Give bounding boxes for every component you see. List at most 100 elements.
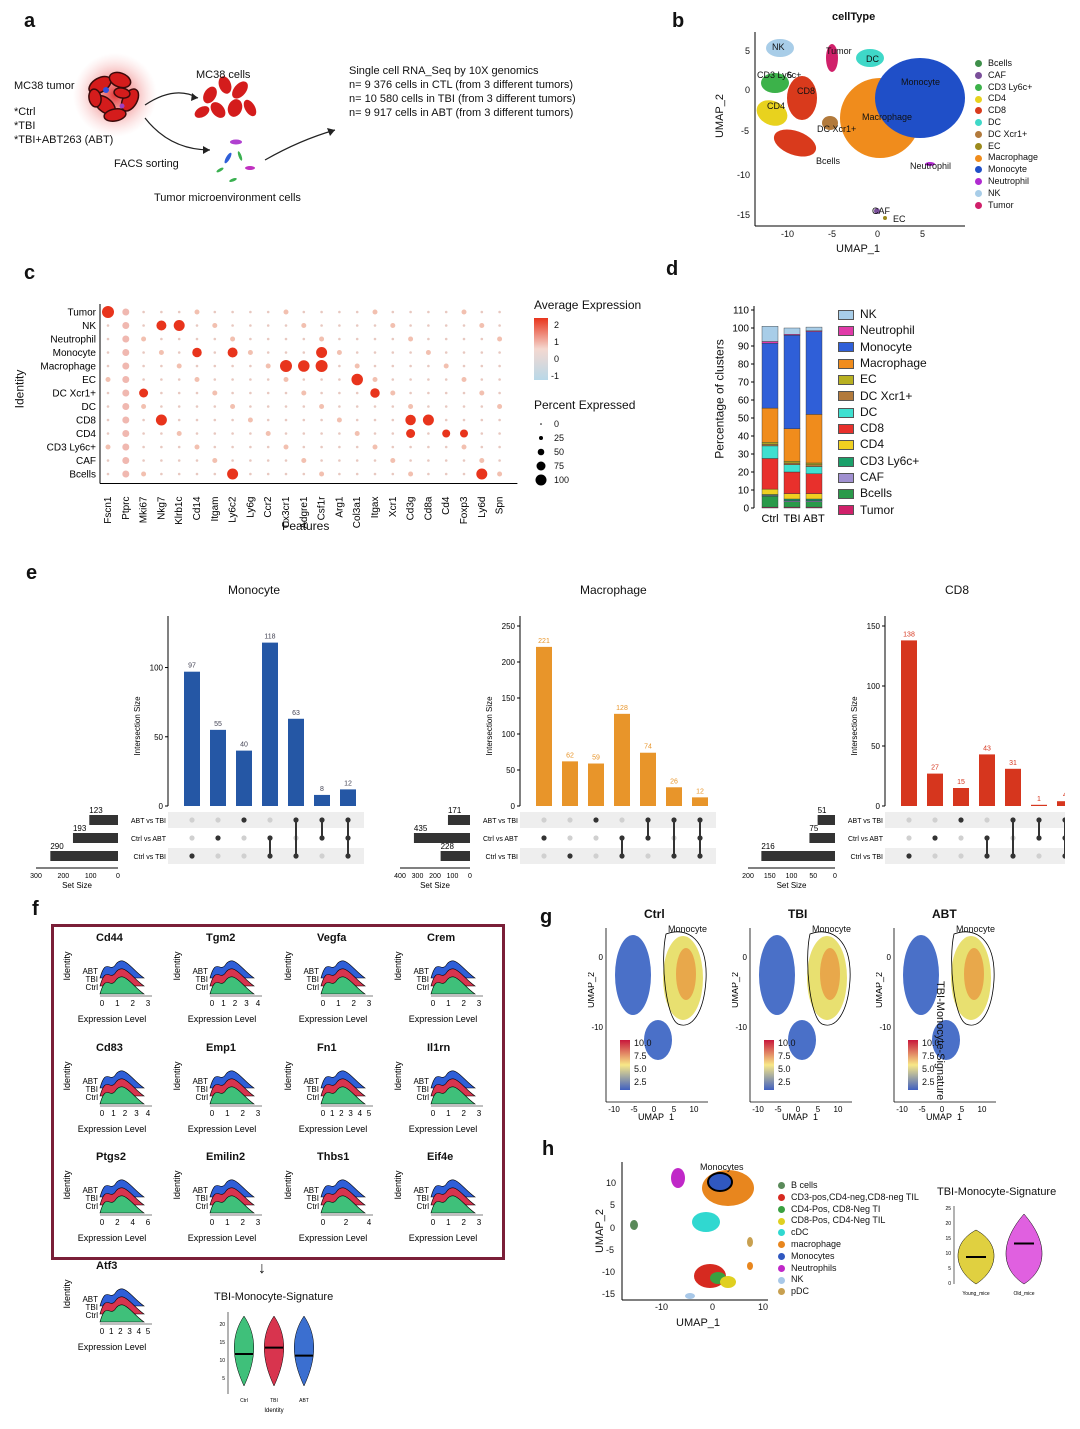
dotplot-dot — [105, 377, 111, 382]
dotplot-dot — [247, 350, 253, 355]
legend-b-label: CD4 — [988, 93, 1007, 104]
dotplot-dot — [231, 418, 234, 422]
legend-h-swatch — [778, 1205, 785, 1213]
ridge-xlabel: Expression Level — [299, 1014, 368, 1024]
ridge-tick: 3 — [146, 999, 151, 1008]
legend-b-label: DC Xcr1+ — [988, 128, 1028, 139]
dotplot-dot — [249, 432, 252, 435]
dotplot-dot — [497, 336, 503, 342]
legend-d-item: DC — [838, 405, 877, 419]
upset-matrix-stripe — [520, 848, 716, 864]
dotplot-dot — [142, 324, 145, 327]
dotplot-feature-label: Arg1 — [334, 496, 345, 518]
dotplot-dot — [156, 320, 167, 331]
ridge-tick: 4 — [358, 1109, 363, 1118]
dotplot-dot — [249, 391, 252, 395]
ridge-tick: 0 — [210, 1109, 215, 1118]
legend-d-label: Monocyte — [860, 339, 913, 354]
g-ytick: -10 — [735, 1023, 747, 1032]
g-scale-tick: 10.0 — [634, 1038, 652, 1048]
upset-title: Monocyte — [228, 583, 281, 597]
pct-tick-100: 100 — [554, 475, 570, 485]
stackbar-category-label: TBI — [783, 513, 800, 525]
legend-b-item: Monocyte — [975, 164, 1027, 174]
upset-matrix-dot — [932, 853, 938, 859]
dotplot-dot — [338, 310, 341, 314]
dotplot-identity-label: CD8 — [76, 416, 96, 427]
legend-d-label: CD3 Ly6c+ — [860, 453, 920, 468]
dotplot-dot — [355, 418, 359, 422]
dotplot-dot — [249, 324, 252, 327]
ridge-ylabel: Identity — [172, 1061, 182, 1091]
ridge-cd83-gene: Cd83 — [96, 1042, 123, 1054]
g-xtick: -10 — [752, 1105, 764, 1114]
dotplot-identity-label: NK — [82, 321, 96, 332]
stackbar-ytick-label: 90 — [738, 342, 750, 353]
dotplot-dot — [409, 378, 412, 381]
stackbar-segment — [805, 473, 823, 494]
dotplot-identity-label: Monocyte — [53, 348, 97, 359]
dotplot-identity-label: Bcells — [69, 470, 96, 481]
dotplot-dot — [338, 378, 341, 381]
dotplot-dot — [213, 364, 217, 368]
legend-d-item: Neutrophil — [838, 323, 915, 337]
dotplot-dot — [139, 388, 149, 398]
legend-h-item: macrophage — [778, 1239, 841, 1249]
upset-bar-label: 31 — [1009, 760, 1017, 767]
stackbar-segment — [783, 335, 801, 429]
ridge-tick: 5 — [146, 1327, 151, 1336]
upset-matrix-dot — [984, 817, 990, 823]
upset-bar-label: 1 — [1037, 796, 1041, 803]
g-xtick: 0 — [940, 1105, 945, 1114]
dotplot-dot — [122, 443, 130, 451]
ridge-row-label: ABT — [82, 967, 98, 976]
ridge-tick: 2 — [461, 1218, 466, 1227]
dotplot-dot — [319, 404, 325, 409]
legend-h-item: CD4-Pos, CD8-Neg TI — [778, 1204, 880, 1214]
dotplot-dot — [338, 324, 341, 327]
upset-bar — [640, 752, 656, 806]
g-blue-cluster-lower — [788, 1020, 816, 1060]
dotplot-dot — [390, 458, 396, 463]
upset-matrix-dot — [541, 835, 547, 841]
dotplot-dot — [284, 351, 288, 354]
dotplot-dot — [461, 444, 467, 450]
legend-d-swatch — [838, 456, 854, 467]
dotplot-dot — [444, 405, 448, 408]
stackbar-segment — [805, 464, 823, 467]
upset-bar — [1057, 801, 1065, 806]
dotplot-dot — [284, 405, 288, 408]
dotplot-dot — [405, 414, 416, 426]
dotplot-dot — [265, 363, 271, 369]
dotplot-feature-label: Spn — [495, 497, 506, 515]
g-ytick: 0 — [887, 953, 892, 962]
ridge-tick: 0 — [431, 1218, 436, 1227]
upset-matrix-dot — [567, 835, 573, 841]
umap-h-ytick-2: 0 — [610, 1223, 616, 1233]
umap-h-ytick-4: -10 — [602, 1267, 616, 1277]
upset-set-bar — [761, 851, 835, 861]
ridge-row-label: ABT — [303, 967, 319, 976]
legend-d-label: Macrophage — [860, 355, 927, 370]
dotplot-dot — [106, 337, 110, 341]
upset-set-bar — [89, 815, 118, 825]
ridge-tick: 2 — [344, 1218, 349, 1227]
dotplot-dot — [338, 337, 341, 341]
ridge-row-label: TBI — [417, 1194, 429, 1203]
stackbar-ytick-label: 30 — [738, 450, 750, 461]
umap-b-xtick-2: 0 — [875, 229, 881, 239]
upset-bar-label: 27 — [931, 765, 939, 772]
ridge-tick: 3 — [477, 999, 482, 1008]
dotplot-dot — [462, 324, 466, 327]
legend-d-swatch — [838, 489, 854, 500]
dotplot-dot — [498, 310, 501, 314]
dotplot-feature-label: Ccr2 — [263, 496, 274, 518]
dotplot-dot — [498, 324, 501, 327]
upset-matrix-dot — [189, 835, 195, 841]
stackbar-segment — [761, 445, 779, 459]
arrow-down-icon: ↓ — [258, 1260, 266, 1277]
panel-letter-c: c — [24, 262, 36, 284]
dotplot-dot — [427, 445, 430, 449]
